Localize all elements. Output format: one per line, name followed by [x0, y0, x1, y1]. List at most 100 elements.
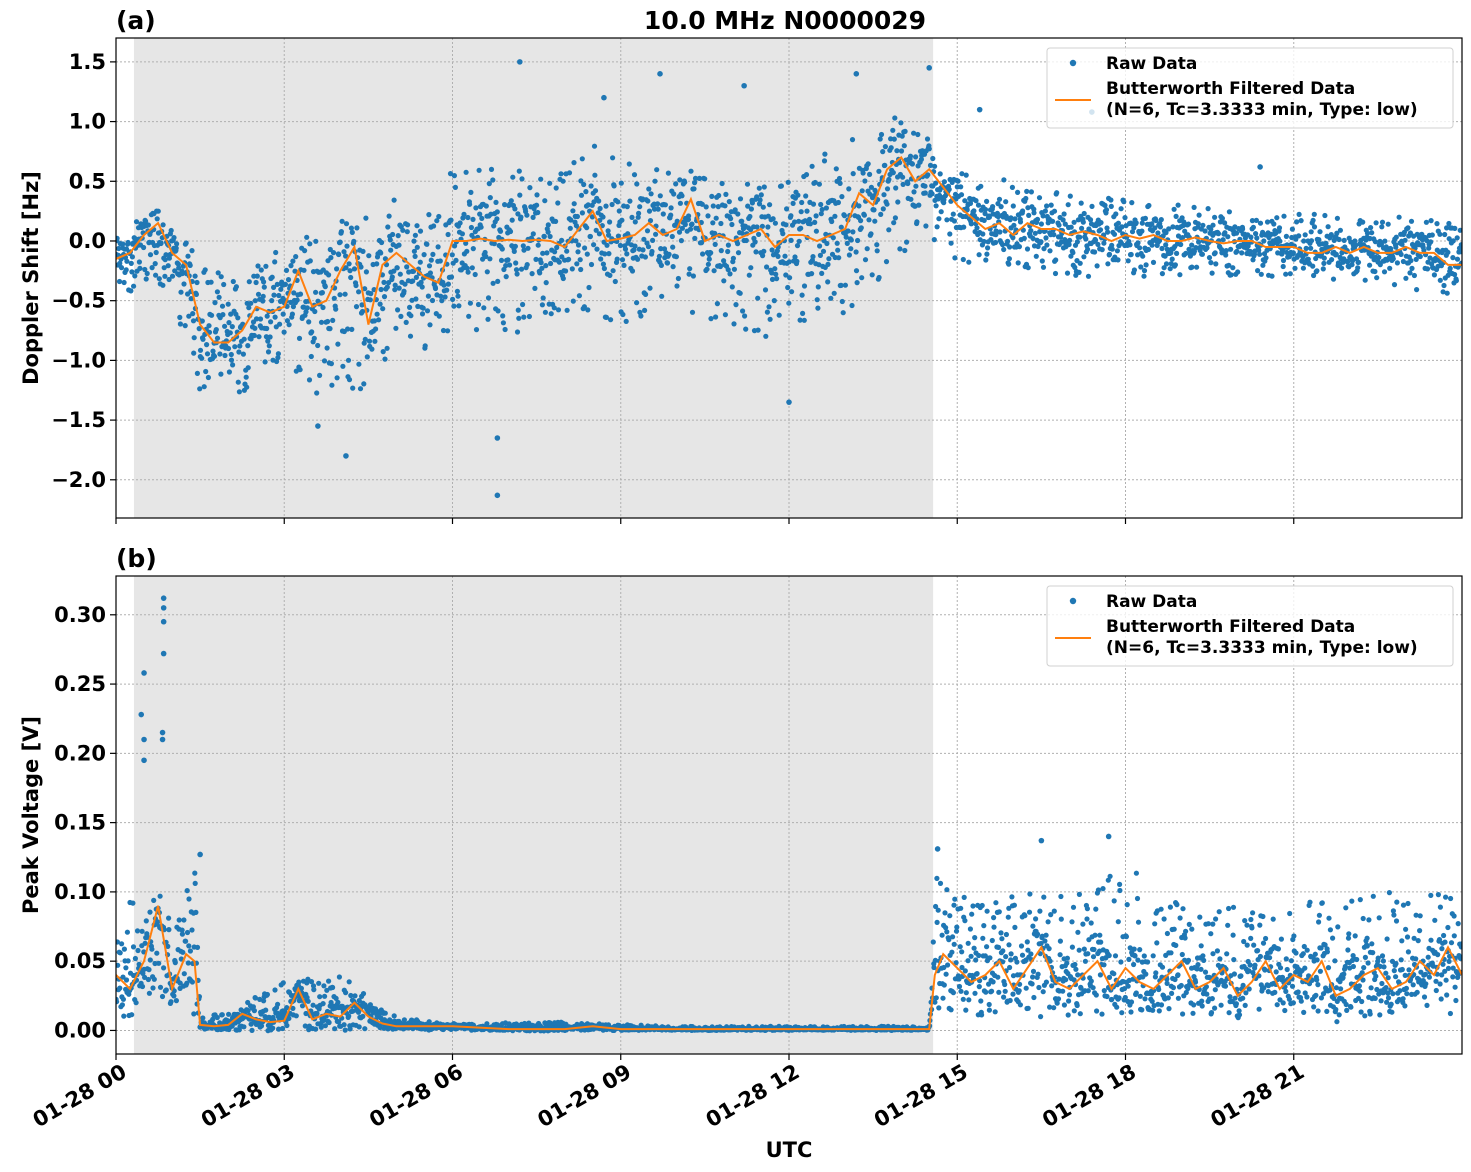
raw-data-point: [632, 219, 638, 225]
raw-data-point: [934, 224, 940, 230]
raw-data-point: [588, 183, 594, 189]
raw-data-point: [442, 294, 448, 300]
raw-data-point: [1186, 921, 1192, 928]
raw-data-point: [1372, 268, 1378, 275]
raw-data-point: [666, 251, 672, 257]
raw-data-point: [1233, 1001, 1239, 1007]
raw-data-point: [631, 247, 637, 253]
raw-data-point: [261, 284, 267, 290]
raw-data-point: [343, 990, 349, 996]
raw-data-point: [475, 301, 482, 308]
raw-data-point: [1302, 965, 1308, 971]
raw-data-point: [276, 1026, 282, 1032]
raw-data-point: [1133, 870, 1139, 876]
raw-data-point: [731, 321, 737, 327]
raw-data-point: [161, 265, 167, 271]
raw-data-point: [146, 990, 152, 996]
raw-data-point: [286, 322, 292, 328]
raw-data-point: [1362, 277, 1368, 283]
raw-data-point: [623, 318, 629, 324]
raw-data-point: [529, 271, 535, 277]
raw-data-point: [1173, 942, 1179, 949]
raw-data-point: [282, 281, 288, 287]
raw-data-point: [357, 386, 364, 392]
raw-data-point: [1075, 929, 1081, 935]
raw-data-point: [520, 301, 526, 308]
raw-data-point: [933, 903, 939, 910]
raw-data-point: [516, 315, 522, 321]
raw-data-point: [1222, 220, 1228, 226]
raw-data-point: [491, 241, 497, 247]
raw-data-point: [289, 311, 295, 317]
raw-data-point: [508, 198, 514, 204]
raw-data-point: [266, 343, 272, 349]
raw-data-point: [1189, 926, 1195, 932]
raw-data-point: [1115, 257, 1121, 263]
raw-data-point: [1103, 207, 1110, 213]
raw-data-point: [947, 231, 953, 237]
raw-data-point: [637, 204, 643, 210]
raw-data-point: [1219, 215, 1225, 221]
raw-data-point: [835, 247, 841, 253]
raw-data-point: [877, 136, 883, 142]
raw-data-point: [761, 248, 767, 254]
raw-data-point: [1008, 957, 1014, 963]
raw-data-point: [1125, 258, 1131, 264]
raw-data-point: [1179, 235, 1186, 241]
raw-data-point: [801, 317, 807, 323]
raw-data-point: [862, 178, 868, 184]
raw-data-point: [495, 278, 501, 284]
raw-data-point: [156, 276, 162, 282]
raw-data-point: [490, 177, 496, 183]
raw-data-point: [1025, 1005, 1031, 1011]
raw-data-point: [607, 272, 613, 278]
raw-data-point: [449, 252, 455, 258]
raw-data-point: [785, 179, 791, 185]
raw-data-point: [1450, 255, 1456, 261]
raw-data-point: [206, 323, 212, 329]
raw-data-point: [1040, 213, 1046, 219]
raw-data-point: [880, 149, 886, 155]
raw-data-point: [1269, 273, 1275, 279]
raw-data-point: [197, 347, 204, 353]
raw-data-point: [864, 246, 870, 252]
raw-data-point: [1250, 224, 1256, 230]
raw-data-point: [1012, 216, 1018, 222]
raw-data-point: [737, 196, 744, 202]
raw-data-point: [1337, 227, 1343, 233]
raw-data-point: [468, 224, 474, 231]
raw-data-point: [419, 311, 426, 317]
raw-data-point: [656, 253, 663, 259]
raw-data-point: [553, 218, 559, 224]
raw-data-point: [818, 211, 824, 217]
raw-data-point: [1240, 226, 1246, 232]
raw-data-point: [1056, 976, 1062, 982]
raw-data-point: [1423, 219, 1429, 225]
raw-data-point: [608, 317, 614, 323]
raw-data-point: [166, 276, 172, 283]
raw-data-point: [1135, 919, 1142, 925]
raw-data-point: [1165, 995, 1171, 1001]
raw-data-point: [986, 1001, 992, 1008]
raw-data-point: [1388, 246, 1394, 252]
raw-data-point: [1248, 916, 1254, 923]
raw-data-point: [1261, 985, 1267, 991]
raw-data-point: [976, 984, 982, 990]
raw-data-point: [1025, 947, 1031, 953]
raw-data-point: [1291, 933, 1297, 939]
raw-data-point: [1174, 250, 1180, 256]
raw-data-point: [1099, 1011, 1105, 1017]
raw-data-point: [1045, 919, 1051, 925]
raw-data-point: [951, 218, 958, 224]
raw-data-point: [1239, 250, 1245, 256]
raw-data-point: [817, 243, 823, 249]
raw-data-point: [855, 237, 861, 244]
raw-data-point: [516, 168, 522, 174]
raw-data-point: [152, 261, 158, 267]
raw-data-point: [1141, 273, 1147, 279]
raw-data-point: [356, 289, 362, 295]
raw-data-point: [525, 245, 531, 251]
raw-data-point: [1284, 966, 1290, 973]
raw-data-point: [1447, 265, 1453, 271]
